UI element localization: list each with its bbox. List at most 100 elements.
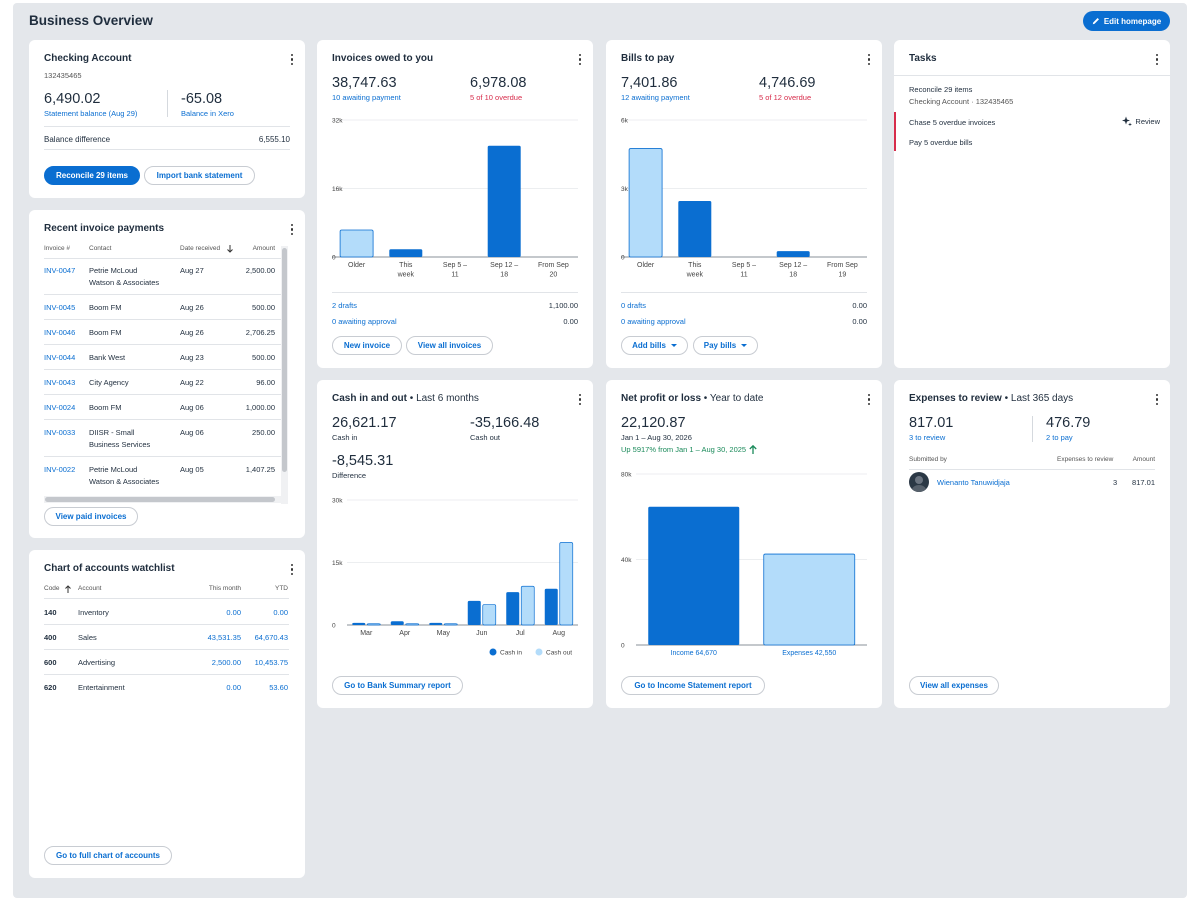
- bills-drafts-link[interactable]: 0 drafts: [621, 301, 647, 310]
- sparkle-icon: [1122, 116, 1133, 126]
- payment-amount: 1,407.25: [245, 465, 275, 474]
- date-received: Aug 23: [180, 353, 204, 362]
- more-options-icon[interactable]: [290, 224, 294, 235]
- contact-name: Boom FM: [89, 328, 122, 337]
- full-chart-accounts-button[interactable]: Go to full chart of accounts: [44, 846, 172, 865]
- to-pay-link[interactable]: 2 to pay: [1046, 433, 1073, 442]
- invoices-overdue: 6,978.08: [470, 75, 527, 91]
- add-bills-label: Add bills: [632, 341, 666, 350]
- ytd-value[interactable]: 0.00: [273, 608, 288, 617]
- ytd-value[interactable]: 53.60: [269, 683, 288, 692]
- ytd-value[interactable]: 10,453.75: [254, 658, 288, 667]
- statement-balance-link[interactable]: Statement balance (Aug 29): [44, 109, 138, 118]
- reconcile-button[interactable]: Reconcile 29 items: [44, 166, 140, 185]
- invoice-link[interactable]: INV-0024: [44, 403, 76, 412]
- more-options-icon[interactable]: [578, 394, 582, 405]
- month-value[interactable]: 0.00: [226, 683, 241, 692]
- cash-title-text: Cash in and out: [332, 393, 407, 404]
- col-code-header[interactable]: Code: [44, 585, 60, 592]
- invoice-link[interactable]: INV-0045: [44, 303, 76, 312]
- task-reconcile[interactable]: Reconcile 29 items: [909, 85, 973, 94]
- month-value[interactable]: 2,500.00: [211, 658, 241, 667]
- more-options-icon[interactable]: [1155, 54, 1159, 65]
- task-pay-bills[interactable]: Pay 5 overdue bills: [909, 138, 973, 147]
- ytd-value[interactable]: 64,670.43: [254, 633, 288, 642]
- y-tick-label: 16k: [332, 186, 343, 193]
- edit-homepage-button[interactable]: Edit homepage: [1083, 11, 1170, 31]
- bills-approval-link[interactable]: 0 awaiting approval: [621, 317, 686, 326]
- payment-amount: 1,000.00: [245, 403, 275, 412]
- month-value[interactable]: 0.00: [226, 608, 241, 617]
- divider: [1032, 416, 1033, 442]
- bank-summary-button[interactable]: Go to Bank Summary report: [332, 676, 463, 695]
- import-statement-button[interactable]: Import bank statement: [144, 166, 255, 185]
- avatar: [909, 472, 929, 492]
- more-options-icon[interactable]: [867, 394, 871, 405]
- month-value[interactable]: 43,531.35: [207, 633, 241, 642]
- y-tick-label: 0: [621, 255, 625, 262]
- awaiting-approval-link[interactable]: 0 awaiting approval: [332, 317, 397, 326]
- bills-awaiting-link[interactable]: 12 awaiting payment: [621, 93, 690, 102]
- col-submitted-header: Submitted by: [909, 456, 947, 463]
- invoice-link[interactable]: INV-0022: [44, 465, 76, 474]
- x-tick-label: Income 64,670: [671, 650, 717, 657]
- more-options-icon[interactable]: [1155, 394, 1159, 405]
- cash-in-bar: [352, 622, 366, 625]
- col-ytd-header: YTD: [275, 585, 288, 592]
- more-options-icon[interactable]: [290, 564, 294, 575]
- overdue-link[interactable]: 5 of 10 overdue: [470, 93, 523, 102]
- review-label: Review: [1135, 116, 1160, 126]
- contact-name: City Agency: [89, 378, 129, 387]
- task-chase-invoices[interactable]: Chase 5 overdue invoices: [909, 118, 996, 127]
- payment-amount: 500.00: [252, 353, 275, 362]
- view-paid-invoices-button[interactable]: View paid invoices: [44, 507, 138, 526]
- drafts-link[interactable]: 2 drafts: [332, 301, 358, 310]
- more-options-icon[interactable]: [290, 54, 294, 65]
- arrow-up-icon: [749, 445, 757, 454]
- profit-bar-chart: 80k 40k 0 Income 64,670 Expenses 42,550: [621, 472, 867, 657]
- chevron-down-icon: [741, 344, 748, 347]
- x-tick-label: Jul: [516, 630, 525, 637]
- divider: [894, 75, 1170, 76]
- row-divider: [44, 674, 289, 675]
- invoice-link[interactable]: INV-0044: [44, 353, 76, 362]
- tasks-card: Tasks Reconcile 29 items Checking Accoun…: [894, 40, 1170, 368]
- new-invoice-button[interactable]: New invoice: [332, 336, 402, 355]
- awaiting-payment-link[interactable]: 10 awaiting payment: [332, 93, 401, 102]
- bar: [339, 229, 374, 258]
- review-action[interactable]: Review: [1122, 116, 1160, 126]
- pay-bills-button[interactable]: Pay bills: [693, 336, 758, 355]
- invoice-link[interactable]: INV-0047: [44, 266, 76, 275]
- xero-balance-link[interactable]: Balance in Xero: [181, 109, 234, 118]
- more-options-icon[interactable]: [867, 54, 871, 65]
- contact-name: Petrie McLoud: [89, 465, 138, 474]
- invoice-link[interactable]: INV-0043: [44, 378, 76, 387]
- h-scrollbar-thumb[interactable]: [45, 497, 275, 502]
- view-all-invoices-button[interactable]: View all invoices: [406, 336, 493, 355]
- add-bills-button[interactable]: Add bills: [621, 336, 688, 355]
- y-tick-label: 80k: [621, 472, 632, 479]
- cash-card: Cash in and out • Last 6 months 26,621.1…: [317, 380, 593, 708]
- invoice-link[interactable]: INV-0033: [44, 428, 76, 437]
- cash-in-bar: [467, 600, 481, 625]
- balance-diff-value: 6,555.10: [258, 135, 290, 144]
- cash-title: Cash in and out • Last 6 months: [332, 393, 479, 404]
- tasks-title: Tasks: [909, 53, 937, 64]
- col-date-header[interactable]: Date received: [180, 245, 221, 252]
- contact-name: DIISR - Small: [89, 428, 135, 437]
- bills-overdue-link[interactable]: 5 of 12 overdue: [759, 93, 812, 102]
- profit-range: Jan 1 – Aug 30, 2026: [621, 433, 692, 442]
- income-statement-button[interactable]: Go to Income Statement report: [621, 676, 765, 695]
- header-divider: [44, 258, 281, 259]
- view-all-expenses-button[interactable]: View all expenses: [909, 676, 999, 695]
- more-options-icon[interactable]: [578, 54, 582, 65]
- payment-amount: 250.00: [252, 428, 275, 437]
- submitter-name[interactable]: Wienanto Tanuwidjaja: [937, 478, 1010, 487]
- profit-subtitle: Year to date: [709, 393, 764, 404]
- invoice-link[interactable]: INV-0046: [44, 328, 76, 337]
- contact-name: Boom FM: [89, 303, 122, 312]
- to-review-link[interactable]: 3 to review: [909, 433, 946, 442]
- pay-bills-label: Pay bills: [703, 341, 737, 350]
- row-divider: [44, 344, 281, 345]
- scrollbar-thumb[interactable]: [282, 248, 287, 472]
